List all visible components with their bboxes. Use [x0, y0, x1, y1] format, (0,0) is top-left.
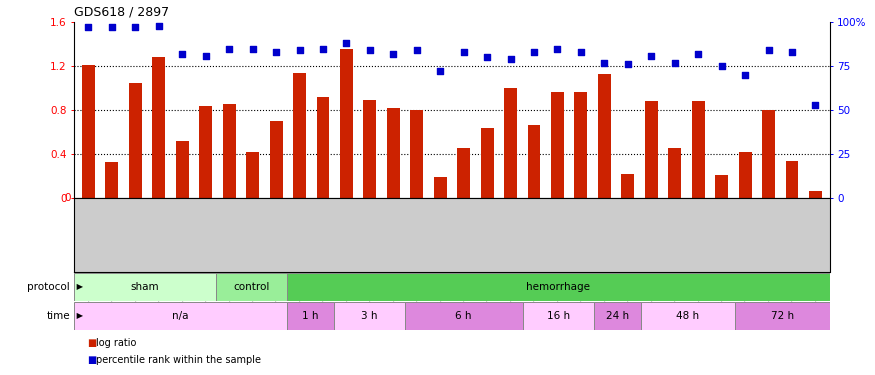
Bar — [692, 102, 704, 198]
Bar — [74, 302, 287, 330]
Bar — [74, 273, 216, 301]
Point — [527, 49, 541, 55]
Bar — [522, 302, 593, 330]
Text: ■: ■ — [88, 338, 97, 348]
Point — [410, 47, 423, 53]
Text: hemorrhage: hemorrhage — [526, 282, 590, 292]
Text: GDS618 / 2897: GDS618 / 2897 — [74, 5, 170, 18]
Point — [761, 47, 775, 53]
Bar — [293, 73, 306, 198]
Text: ■: ■ — [88, 355, 97, 365]
Bar — [528, 124, 541, 198]
Text: 72 h: 72 h — [771, 311, 794, 321]
Point — [621, 62, 635, 68]
Text: ▶: ▶ — [74, 311, 82, 320]
Point — [785, 49, 799, 55]
Bar — [200, 106, 212, 198]
Bar — [551, 92, 564, 198]
Point — [81, 24, 95, 30]
Bar — [668, 148, 681, 198]
Bar — [434, 177, 446, 198]
Text: n/a: n/a — [172, 311, 189, 321]
Point — [457, 49, 471, 55]
Bar — [152, 57, 165, 198]
Point — [480, 54, 494, 60]
Text: 1 h: 1 h — [302, 311, 318, 321]
Text: control: control — [233, 282, 270, 292]
Bar — [317, 97, 329, 198]
Text: 16 h: 16 h — [547, 311, 570, 321]
Text: time: time — [46, 311, 70, 321]
Text: sham: sham — [131, 282, 159, 292]
Bar — [287, 302, 334, 330]
Point — [363, 47, 377, 53]
Bar — [738, 152, 752, 198]
Point — [129, 24, 143, 30]
Bar — [640, 302, 735, 330]
Bar — [621, 174, 634, 198]
Text: 48 h: 48 h — [676, 311, 699, 321]
Bar — [645, 102, 658, 198]
Bar — [82, 65, 94, 198]
Text: ▶: ▶ — [74, 282, 82, 291]
Bar — [340, 49, 353, 198]
Bar — [216, 273, 287, 301]
Point — [105, 24, 119, 30]
Text: 3 h: 3 h — [361, 311, 378, 321]
Point — [691, 51, 705, 57]
Text: 0: 0 — [65, 194, 71, 203]
Bar — [715, 175, 728, 198]
Point — [199, 53, 213, 58]
Bar — [246, 152, 259, 198]
Point — [340, 40, 354, 46]
Point — [316, 46, 330, 52]
Bar — [593, 302, 640, 330]
Point — [574, 49, 588, 55]
Bar — [387, 108, 400, 198]
Text: log ratio: log ratio — [96, 338, 136, 348]
Bar — [176, 141, 189, 198]
Bar — [334, 302, 405, 330]
Text: 24 h: 24 h — [606, 311, 628, 321]
Point — [151, 22, 165, 28]
Text: 6 h: 6 h — [456, 311, 472, 321]
Bar — [480, 128, 494, 198]
Bar — [504, 88, 517, 198]
Text: percentile rank within the sample: percentile rank within the sample — [96, 355, 262, 365]
Point — [598, 60, 612, 66]
Bar — [762, 110, 775, 198]
Point — [175, 51, 189, 57]
Point — [738, 72, 752, 78]
Bar — [405, 302, 522, 330]
Point — [808, 102, 822, 108]
Point — [222, 46, 236, 52]
Point — [246, 46, 260, 52]
Point — [504, 56, 518, 62]
Bar — [287, 273, 829, 301]
Bar — [786, 161, 798, 198]
Point — [550, 46, 564, 52]
Point — [433, 69, 447, 75]
Bar — [106, 162, 118, 198]
Point — [715, 63, 729, 69]
Bar — [735, 302, 830, 330]
Bar — [223, 104, 235, 198]
Bar — [363, 100, 376, 198]
Bar — [410, 110, 424, 198]
Point — [668, 60, 682, 66]
Point — [269, 49, 283, 55]
Point — [386, 51, 400, 57]
Bar — [129, 83, 142, 198]
Bar — [809, 190, 822, 198]
Point — [644, 53, 658, 58]
Point — [292, 47, 306, 53]
Bar — [598, 74, 611, 198]
Bar — [575, 92, 587, 198]
Bar — [458, 148, 470, 198]
Text: protocol: protocol — [27, 282, 70, 292]
Bar — [270, 121, 283, 198]
